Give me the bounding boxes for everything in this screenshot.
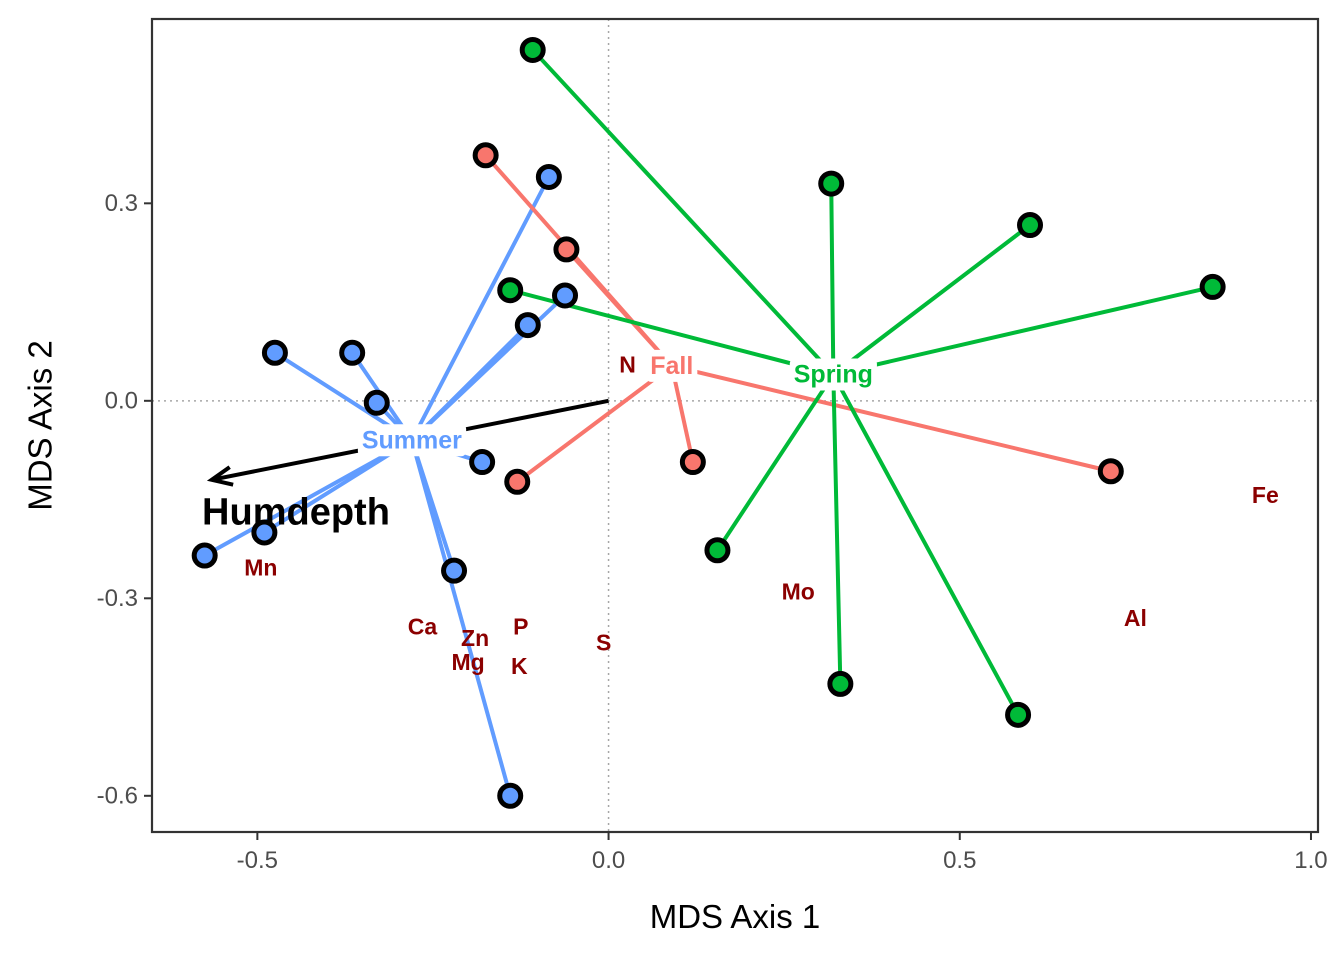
spider-line [669, 363, 695, 465]
site-point [251, 519, 278, 546]
spider-line [831, 223, 1033, 377]
y-axis-title: MDS Axis 2 [22, 340, 59, 511]
spider-line [564, 247, 674, 368]
element-labels: N Mn Ca Zn P Mg K S Mo Al Fe Humdepth [202, 352, 1279, 680]
element-label: Mo [782, 579, 815, 605]
spider-line [831, 284, 1215, 377]
element-label: N [619, 352, 636, 378]
centroid-label-box [646, 349, 698, 382]
spider-lines-fall [483, 153, 1113, 484]
x-tick-label: 1.0 [1294, 847, 1327, 874]
site-point [1005, 701, 1032, 728]
points-fall [472, 142, 1124, 495]
spider-line [530, 47, 836, 377]
centroid-label-text: Summer [362, 426, 462, 454]
element-label: Mn [244, 554, 277, 580]
site-point [827, 670, 854, 697]
centroid-label-text: Spring [794, 360, 873, 388]
centroid-label-box [357, 424, 467, 457]
site-point [497, 277, 524, 304]
centroid-label-box [789, 358, 877, 391]
element-label: P [513, 614, 528, 640]
site-point [363, 389, 390, 416]
site-point [1017, 212, 1044, 239]
y-tick-label: 0.0 [105, 387, 138, 414]
site-point [704, 537, 731, 564]
site-point [441, 557, 468, 584]
element-label: Mg [451, 649, 484, 675]
site-point [1097, 458, 1124, 485]
vector-label: Humdepth [202, 492, 390, 534]
site-point [261, 339, 288, 366]
centroid-label-spring: Spring [789, 358, 877, 391]
centroid-labels: Summer Fall Spring [357, 349, 877, 457]
spider-line [515, 363, 674, 484]
site-point [679, 449, 706, 476]
site-point [469, 449, 496, 476]
reference-lines [152, 19, 1318, 832]
x-tick-label: 0.5 [943, 847, 976, 874]
x-tick-label: -0.5 [237, 847, 278, 874]
site-point [339, 339, 366, 366]
element-label: Zn [461, 625, 489, 651]
spider-line [409, 438, 513, 798]
site-point [191, 542, 218, 569]
vector-arrow-head [206, 465, 234, 487]
site-point [504, 468, 531, 495]
element-label: K [511, 653, 528, 679]
site-point [553, 236, 580, 263]
element-label: Ca [408, 614, 438, 640]
points-summer [191, 163, 579, 809]
x-axis-title: MDS Axis 1 [650, 898, 821, 935]
site-point [818, 170, 845, 197]
site-point [514, 312, 541, 339]
site-point [497, 782, 524, 809]
site-point [472, 142, 499, 169]
centroid-label-text: Fall [650, 352, 693, 380]
element-label: Al [1124, 605, 1147, 631]
points-spring [497, 36, 1226, 728]
x-tick-label: 0.0 [592, 847, 625, 874]
spider-line [409, 174, 551, 443]
site-point [519, 36, 546, 63]
spider-line [831, 372, 843, 686]
y-tick-label: 0.3 [105, 190, 138, 217]
site-points [191, 36, 1226, 809]
axes: -0.5 0.0 0.5 1.0 -0.6 -0.3 0.0 0.3 [97, 190, 1328, 874]
centroid-label-fall: Fall [646, 349, 698, 382]
spider-line [829, 181, 836, 377]
spider-line [202, 438, 414, 558]
y-tick-label: -0.6 [97, 782, 138, 809]
centroid-label-summer: Summer [357, 424, 467, 457]
spider-line [669, 363, 1113, 474]
element-label: S [596, 629, 611, 655]
element-label: Fe [1252, 482, 1279, 508]
spider-line [715, 372, 836, 553]
plot-panel-border [150, 17, 1320, 834]
site-point [1199, 273, 1226, 300]
spider-line [831, 372, 1021, 717]
y-tick-label: -0.3 [97, 585, 138, 612]
site-point [535, 163, 562, 190]
site-point [552, 282, 579, 309]
